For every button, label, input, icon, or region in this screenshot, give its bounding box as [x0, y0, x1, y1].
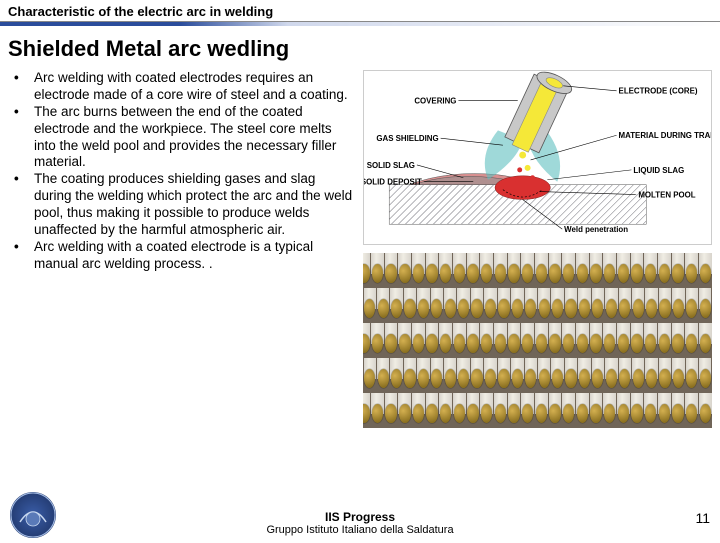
footer-subtitle: Gruppo Istituto Italiano della Saldatura — [266, 524, 453, 536]
footer-title: IIS Progress — [266, 511, 453, 524]
svg-text:ELECTRODE (CORE): ELECTRODE (CORE) — [619, 87, 698, 96]
svg-text:MOLTEN POOL: MOLTEN POOL — [638, 191, 695, 200]
welding-diagram: COVERING GAS SHIELDING SOLID SLAG SOLID DEP… — [363, 70, 712, 245]
electrodes-photo — [363, 253, 712, 428]
bullet-item: •Arc welding with a coated electrode is … — [14, 239, 353, 273]
bullet-list: •Arc welding with coated electrodes requ… — [8, 70, 353, 273]
bullet-item: •Arc welding with coated electrodes requ… — [14, 70, 353, 104]
bullet-item: •The arc burns between the end of the co… — [14, 104, 353, 172]
slide-title: Shielded Metal arc wedling — [0, 32, 720, 70]
page-number: 11 — [695, 510, 710, 526]
svg-text:MATERIAL DURING TRANSFER: MATERIAL DURING TRANSFER — [619, 131, 712, 140]
svg-text:COVERING: COVERING — [414, 97, 456, 106]
svg-text:LIQUID SLAG: LIQUID SLAG — [633, 166, 684, 175]
svg-text:Weld penetration: Weld penetration — [564, 225, 628, 234]
media-column: COVERING GAS SHIELDING SOLID SLAG SOLID DEP… — [363, 70, 712, 428]
svg-text:SOLID DEPOSIT: SOLID DEPOSIT — [363, 178, 422, 187]
content-area: •Arc welding with coated electrodes requ… — [0, 70, 720, 428]
text-column: •Arc welding with coated electrodes requ… — [8, 70, 353, 428]
slide-header: Characteristic of the electric arc in we… — [0, 0, 720, 22]
svg-text:SOLID SLAG: SOLID SLAG — [367, 161, 415, 170]
svg-text:GAS SHIELDING: GAS SHIELDING — [376, 134, 438, 143]
header-divider — [0, 22, 720, 26]
footer: IIS Progress Gruppo Istituto Italiano de… — [0, 511, 720, 536]
bullet-item: •The coating produces shielding gases an… — [14, 171, 353, 239]
